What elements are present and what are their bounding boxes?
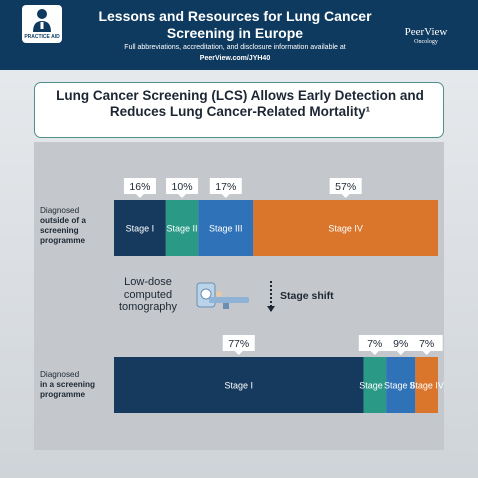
bar-segment-1-2	[165, 200, 199, 256]
value-box-2-4	[410, 335, 443, 351]
practice-aid-badge: PRACTICE AID	[22, 5, 62, 43]
row-label-outside-line2: outside of a	[40, 216, 86, 225]
value-box-1-2	[166, 178, 199, 194]
ldct-label: Low-dose computed tomography	[118, 276, 178, 313]
value-pointer-2-4	[422, 351, 431, 355]
value-label-1-1: 16%	[129, 181, 150, 193]
ct-scanner-icon	[196, 282, 249, 309]
value-box-1-4	[329, 178, 362, 194]
segment-label-1-4: Stage IV	[328, 224, 363, 234]
value-label-2-3: 9%	[393, 338, 408, 350]
bar-segment-2-3	[386, 357, 416, 413]
segment-label-1-2: Stage II	[167, 224, 198, 234]
value-box-2-2	[358, 335, 391, 351]
value-pointer-1-1	[135, 194, 144, 198]
logo-main: PeerView	[404, 26, 448, 38]
value-pointer-2-1	[234, 351, 243, 355]
page-title: Lung Cancer Screening (LCS) Allows Early…	[56, 88, 424, 119]
row-label-inside-line1: Diagnosed	[40, 370, 80, 379]
dotted-down-arrow-icon	[270, 281, 272, 311]
value-pointer-1-2	[178, 194, 187, 198]
value-label-2-1: 77%	[228, 338, 249, 350]
arrow-head-icon	[267, 306, 275, 312]
value-label-1-2: 10%	[172, 181, 193, 193]
header-banner: PRACTICE AID Lessons and Resources for L…	[0, 0, 478, 70]
bar-segment-1-3	[198, 200, 254, 256]
row-label-inside: Diagnosed in a screening programme	[40, 370, 95, 400]
value-label-2-4: 7%	[419, 338, 434, 350]
bar-segment-1-4	[253, 200, 438, 256]
segment-label-1-3: Stage III	[209, 224, 243, 234]
segment-label-1-1: Stage I	[126, 224, 155, 234]
header-subtitle-text: Full abbreviations, accreditation, and d…	[124, 44, 346, 51]
value-box-1-1	[123, 178, 156, 194]
row-label-inside-line3: programme	[40, 390, 86, 399]
bar-segment-2-1	[114, 357, 364, 413]
value-pointer-2-3	[396, 351, 405, 355]
bar-segment-2-4	[415, 357, 438, 413]
value-pointer-1-4	[341, 194, 350, 198]
value-label-1-3: 17%	[215, 181, 236, 193]
bar-segment-1-1	[114, 200, 166, 256]
bar-segment-2-2	[363, 357, 387, 413]
row-label-outside-line4: programme	[40, 236, 86, 245]
row-label-outside: Diagnosed outside of a screening program…	[40, 206, 86, 246]
header-subtitle: Full abbreviations, accreditation, and d…	[80, 42, 390, 64]
header-url[interactable]: PeerView.com/JYH40	[199, 55, 271, 62]
peerview-logo: PeerView Oncology	[396, 27, 456, 47]
stage-shift-label: Stage shift	[280, 290, 334, 302]
logo-sub: Oncology	[414, 39, 438, 45]
value-label-1-4: 57%	[335, 181, 356, 193]
header-title: Lessons and Resources for Lung Cancer Sc…	[98, 8, 372, 41]
segment-label-2-4: Stage IV	[409, 381, 444, 391]
title-box: Lung Cancer Screening (LCS) Allows Early…	[34, 82, 444, 138]
doctor-icon	[33, 9, 51, 32]
value-label-2-2: 7%	[367, 338, 382, 350]
value-box-1-3	[209, 178, 242, 194]
segment-label-2-2: Stage II	[359, 381, 390, 391]
value-box-2-1	[222, 335, 255, 351]
value-pointer-1-3	[221, 194, 230, 198]
row-label-outside-line1: Diagnosed	[40, 206, 80, 215]
segment-label-2-3: Stage III	[384, 381, 418, 391]
row-label-outside-line3: screening	[40, 226, 79, 235]
value-box-2-3	[384, 335, 417, 351]
row-label-inside-line2: in a screening	[40, 380, 96, 389]
segment-label-2-1: Stage I	[224, 381, 253, 391]
value-pointer-2-2	[370, 351, 379, 355]
badge-label: PRACTICE AID	[24, 34, 60, 40]
